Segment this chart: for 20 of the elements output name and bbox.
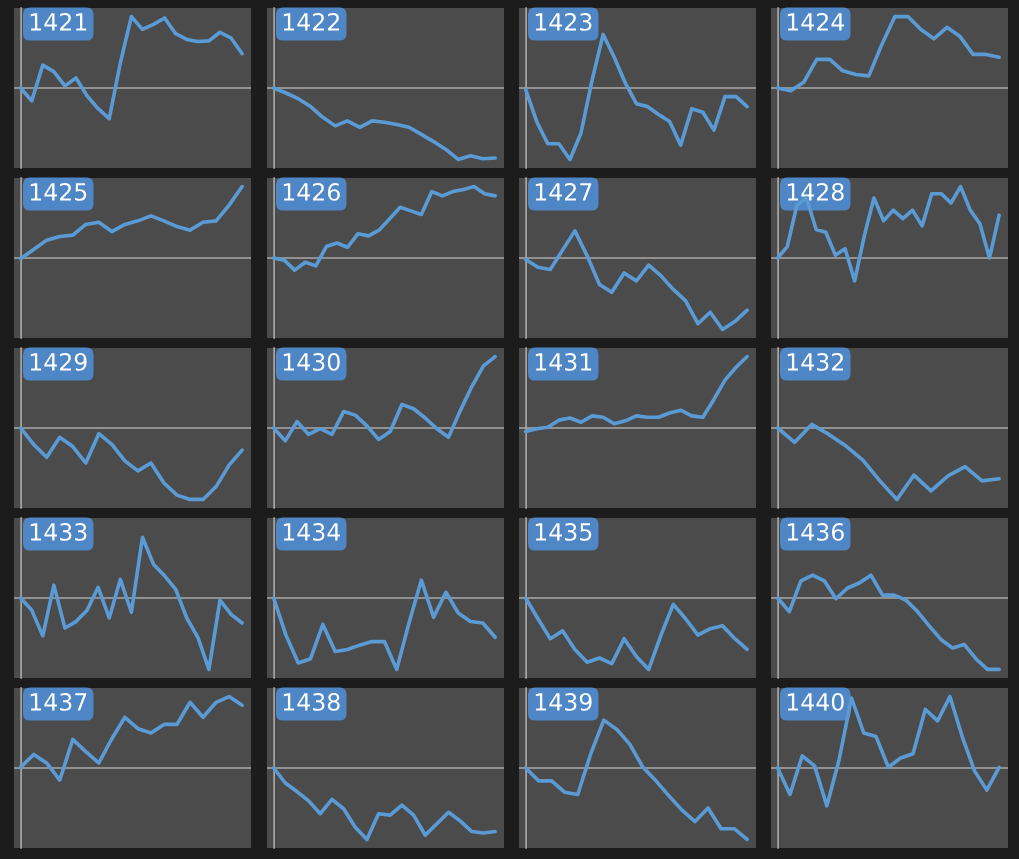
chart-title: 1437 — [30, 692, 87, 711]
chart-title: 1435 — [535, 522, 592, 541]
chart-title: 1439 — [535, 692, 592, 711]
chart-title: 1423 — [535, 12, 592, 31]
chart-title: 1422 — [283, 12, 339, 31]
chart-title: 1434 — [283, 522, 340, 541]
chart-title: 1440 — [787, 692, 844, 711]
chart-title: 1429 — [30, 352, 87, 371]
chart-title: 1428 — [787, 182, 844, 201]
chart-title: 1432 — [787, 352, 843, 371]
chart-title: 1425 — [30, 182, 87, 201]
chart-title: 1438 — [283, 692, 340, 711]
chart-title: 1426 — [283, 182, 340, 201]
chart-title: 1431 — [535, 352, 592, 371]
chart-title: 1421 — [30, 12, 87, 31]
chart-title: 1436 — [787, 522, 844, 541]
chart-title: 1430 — [283, 352, 340, 371]
chart-title: 1427 — [535, 182, 592, 201]
chart-title: 1433 — [30, 522, 87, 541]
chart-title: 1424 — [787, 12, 844, 31]
